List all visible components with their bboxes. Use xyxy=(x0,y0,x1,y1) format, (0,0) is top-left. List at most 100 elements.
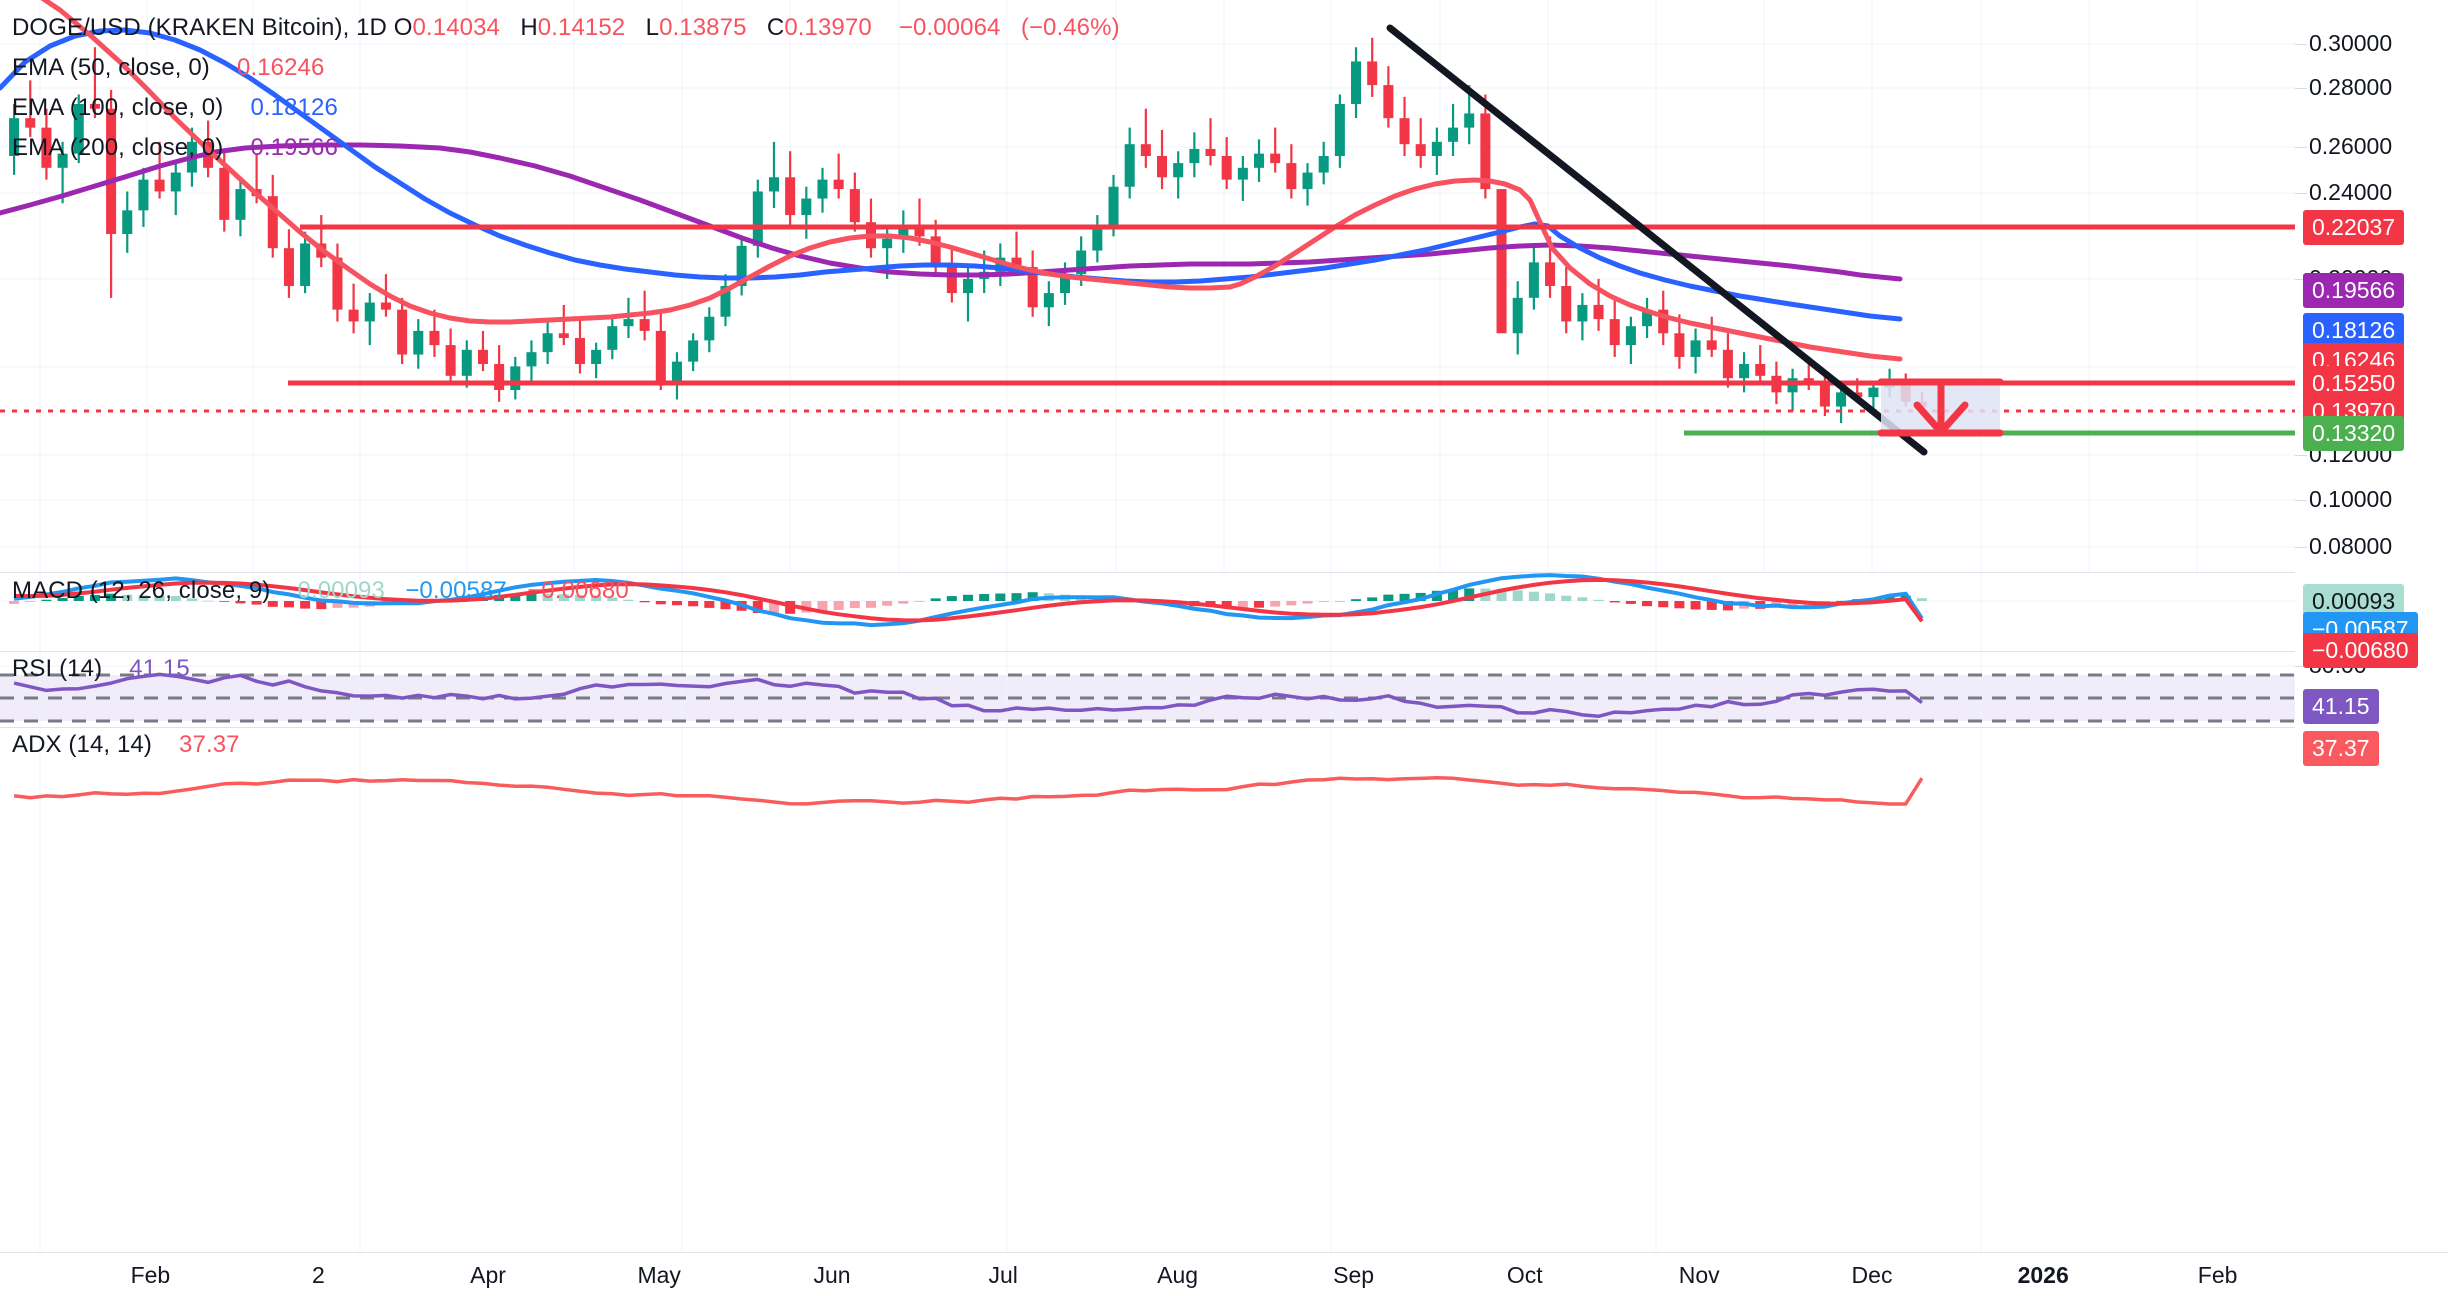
rsi-pane[interactable]: RSI (14) 41.15 xyxy=(0,652,2295,727)
candle-body xyxy=(1415,144,1426,156)
ema200-label[interactable]: EMA (200, close, 0) xyxy=(12,134,224,161)
macd-histogram-bar xyxy=(1237,601,1248,608)
macd-histogram-bar xyxy=(671,601,682,606)
candle-body xyxy=(623,319,634,327)
macd-histogram-bar xyxy=(1545,593,1556,601)
macd-histogram-bar xyxy=(1609,601,1620,603)
candle-body xyxy=(817,179,828,199)
candle-body xyxy=(1739,364,1750,379)
candle-body xyxy=(1334,104,1345,156)
pane-separator-rsi xyxy=(0,651,2448,652)
candle-body xyxy=(461,349,472,376)
macd-pane[interactable]: MACD (12, 26, close, 9) 0.00093 −0.00587… xyxy=(0,573,2295,651)
macd-histogram-bar xyxy=(1496,588,1507,601)
axis-price-badge[interactable]: 0.22037 xyxy=(2303,210,2405,245)
macd-histogram-bar xyxy=(1706,601,1717,610)
macd-histogram-bar xyxy=(1642,601,1653,607)
candle-body xyxy=(1722,349,1733,379)
candle-body xyxy=(752,191,763,246)
candle-body xyxy=(348,309,359,322)
macd-histogram-bar xyxy=(914,601,925,602)
candle-body xyxy=(1545,262,1556,286)
axis-price-badge[interactable]: 41.15 xyxy=(2303,689,2379,724)
candle-body xyxy=(833,179,844,190)
macd-histogram-bar xyxy=(1528,591,1539,601)
candle-body xyxy=(510,366,521,390)
axis-price-badge[interactable]: 0.13320 xyxy=(2303,416,2405,451)
macd-histogram-bar xyxy=(1916,598,1927,601)
candle-body xyxy=(526,352,537,367)
price-axis[interactable]: 0.300000.280000.260000.240000.200000.120… xyxy=(2295,0,2448,1252)
macd-histogram-bar xyxy=(849,601,860,609)
macd-histogram-bar xyxy=(1884,595,1895,601)
time-axis-label: Jul xyxy=(988,1262,1018,1288)
axis-tick-mark xyxy=(2295,88,2307,89)
axis-price-badge[interactable]: 37.37 xyxy=(2303,731,2379,766)
candle-body xyxy=(122,210,133,234)
macd-histogram-bar xyxy=(332,601,343,608)
axis-tick-label: 0.10000 xyxy=(2309,486,2393,512)
ema100-label[interactable]: EMA (100, close, 0) xyxy=(12,94,224,121)
macd-histogram-bar xyxy=(1658,601,1669,608)
candle-body xyxy=(477,349,488,364)
adx-legend: ADX (14, 14) 37.37 xyxy=(12,725,240,765)
adx-value: 37.37 xyxy=(179,731,240,758)
candle-body xyxy=(962,278,974,294)
candle-body xyxy=(283,248,294,286)
ohlc-open-value: 0.14034 xyxy=(412,14,501,41)
candle-body xyxy=(768,177,779,192)
macd-label[interactable]: MACD (12, 26, close, 9) xyxy=(12,577,271,604)
candle-body xyxy=(1577,304,1588,322)
candle-body xyxy=(1140,144,1151,156)
macd-histogram-bar xyxy=(1464,588,1475,601)
macd-histogram-bar xyxy=(57,598,68,601)
ema50-legend-row: EMA (50, close, 0) 0.16246 xyxy=(12,48,1120,88)
ohlc-open-label: O xyxy=(393,14,413,41)
macd-histogram-bar xyxy=(1351,599,1362,601)
macd-histogram-bar xyxy=(89,595,100,601)
candle-body xyxy=(380,302,391,310)
macd-histogram-bar xyxy=(1690,601,1701,610)
symbol-title[interactable]: DOGE/USD (KRAKEN Bitcoin), 1D xyxy=(12,14,387,41)
axis-price-badge[interactable]: 0.18126 xyxy=(2303,313,2405,348)
rsi-label[interactable]: RSI (14) xyxy=(12,655,103,682)
macd-histogram-bar xyxy=(591,595,602,601)
price-pane[interactable]: DOGE/USD (KRAKEN Bitcoin), 1D O0.14034 H… xyxy=(0,0,2295,728)
macd-hist-value: 0.00093 xyxy=(297,577,385,604)
candle-body xyxy=(1528,262,1539,298)
macd-histogram-bar xyxy=(122,594,133,601)
macd-histogram-bar xyxy=(574,594,585,601)
adx-pane[interactable]: ADX (14, 14) 37.37 xyxy=(0,728,2295,1252)
candle-body xyxy=(41,127,52,168)
candle-body xyxy=(267,196,278,249)
candle-body xyxy=(1431,141,1442,156)
macd-histogram-bar xyxy=(106,593,117,601)
macd-histogram-bar xyxy=(623,599,634,601)
time-axis[interactable]: Feb 2 Apr May Jun Jul Aug Sep Oct Nov Dec 2026 Feb xyxy=(0,1252,2448,1296)
rsi-value: 41.15 xyxy=(129,655,190,682)
adx-label[interactable]: ADX (14, 14) xyxy=(12,731,152,758)
time-axis-label: 2 xyxy=(311,1262,325,1288)
candle-body xyxy=(397,309,408,355)
macd-histogram-bar xyxy=(219,601,230,602)
macd-histogram-bar xyxy=(1254,601,1265,608)
measure-arrow-icon xyxy=(1877,378,2004,437)
candle-body xyxy=(1027,267,1038,308)
time-axis-label: Feb xyxy=(2197,1262,2238,1288)
price-pane-legend: DOGE/USD (KRAKEN Bitcoin), 1D O0.14034 H… xyxy=(12,8,1120,168)
candle-body xyxy=(1367,61,1378,86)
axis-tick-mark xyxy=(2295,44,2307,45)
macd-histogram-bar xyxy=(25,601,36,602)
axis-price-badge[interactable]: 0.19566 xyxy=(2303,273,2405,308)
candle-body xyxy=(558,333,569,338)
candle-body xyxy=(445,345,456,376)
candle-body xyxy=(154,179,165,192)
ohlc-close-value: 0.13970 xyxy=(784,14,872,41)
candle-body xyxy=(995,257,1006,272)
descending-trendline[interactable] xyxy=(1386,24,1928,456)
ema50-label[interactable]: EMA (50, close, 0) xyxy=(12,54,210,81)
candle-body xyxy=(1011,257,1022,268)
rsi-line xyxy=(13,672,1923,719)
axis-price-badge[interactable]: −0.00680 xyxy=(2303,633,2418,668)
macd-histogram-bar xyxy=(267,601,278,607)
